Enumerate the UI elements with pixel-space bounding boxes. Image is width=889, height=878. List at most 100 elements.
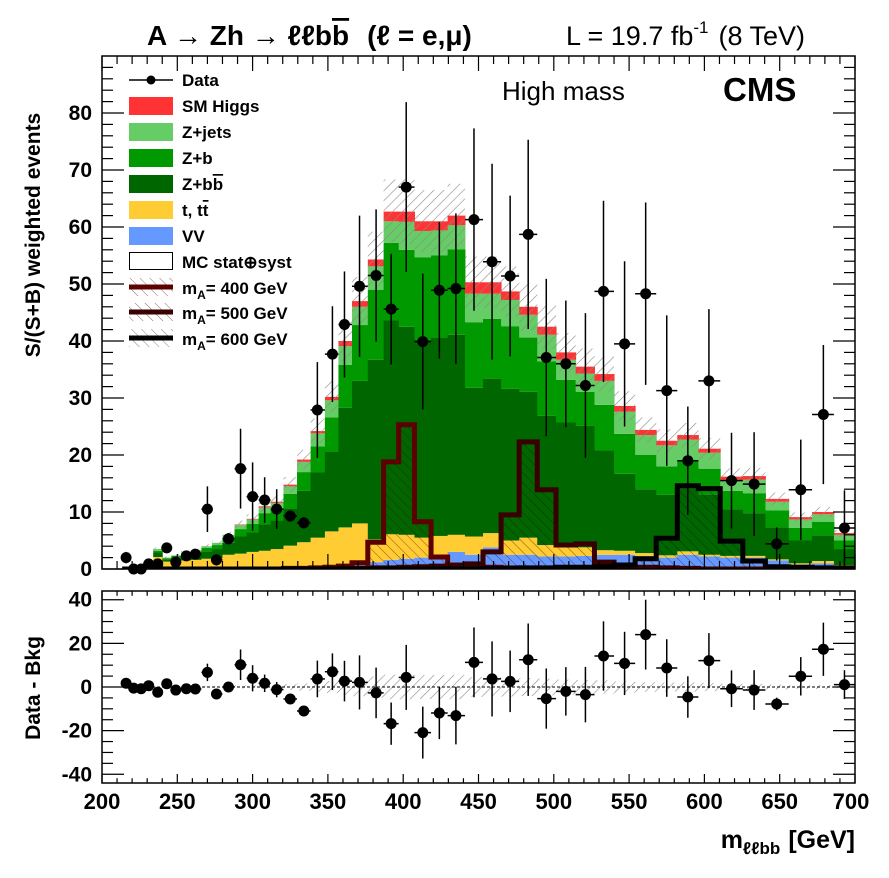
legend-item-mc-uncertainty: MC stat⊕syst (129, 252, 292, 272)
stack-bar-t-tt- (742, 555, 766, 558)
title-bbar: b (332, 20, 349, 51)
stack-bar-t-tt- (234, 553, 248, 568)
stack-bar-z-b (234, 529, 248, 537)
mc-uncertainty-bin (594, 356, 615, 392)
stack-bar-z-bb- (594, 450, 615, 551)
stack-bar-z-b (398, 249, 415, 327)
stack-bar-z-jets (765, 501, 790, 511)
legend-label: VV (182, 227, 205, 246)
data-point (560, 358, 572, 370)
stack-bar-z-bb- (270, 520, 284, 550)
stack-bar-z-bb- (153, 552, 163, 558)
stack-bar-z-b (464, 322, 484, 388)
ratio-point (703, 655, 715, 667)
legend-label: mA= 500 GeV (182, 304, 288, 327)
legend-label-main: t, t (182, 201, 203, 220)
stack-bar-z-bb- (246, 532, 260, 552)
lumi-tail: (8 TeV) (718, 21, 805, 51)
stack-bar-z-b (614, 433, 636, 474)
zb-swatch (129, 149, 173, 167)
data-point (522, 228, 534, 240)
stack-bar-t-tt- (635, 553, 657, 556)
ratio-point (223, 681, 235, 693)
mc-uncertainty-bin (383, 179, 399, 244)
legend-item-zb: Z+b (129, 149, 213, 168)
stack-bar-z-b (297, 472, 312, 491)
mc-uncertainty-bin (171, 554, 182, 557)
data-point (597, 285, 609, 297)
data-point (450, 283, 462, 295)
stack-bar-z-bb- (297, 490, 312, 543)
data-point (682, 455, 694, 467)
stack-bar-z-b (812, 521, 835, 536)
legend-item-signal-400: mA= 400 GeV (129, 278, 288, 302)
data-point (838, 522, 850, 534)
ratio-point (486, 673, 498, 685)
ratio-point (560, 685, 572, 697)
data-point (326, 348, 338, 360)
ratio-point (284, 693, 296, 705)
mc-uncertainty-bin (211, 540, 223, 546)
ratio-point (661, 662, 673, 674)
y-tick-label: 0 (80, 558, 92, 581)
ratio-point (417, 727, 429, 739)
stack-bar-z-b (153, 550, 163, 553)
stack-bar-z-bb- (635, 489, 657, 554)
top-y-axis-title: S/(S+B) weighted events (22, 113, 45, 357)
ratio-point (771, 698, 783, 710)
stack-bar-z-bb- (447, 334, 466, 535)
stack-bar-z-b (635, 455, 657, 490)
data-points (120, 102, 855, 575)
stack-bar-z-b (765, 510, 790, 528)
bottom-y-axis-title: Data - Bkg (22, 636, 45, 740)
stack-bar-z-bb- (614, 473, 636, 551)
legend-item-zbb: Z+bb (129, 175, 223, 194)
y-tick-label: 30 (69, 387, 92, 410)
legend-item-ttbar: t, tt (129, 201, 209, 220)
signal-fill-600 (122, 485, 855, 569)
stack-bar-z-bb- (162, 559, 172, 562)
legend-item-vv: VV (129, 227, 205, 246)
legend-label: t, tt (182, 201, 209, 220)
stack-bar-z-bb- (310, 472, 326, 538)
ratio-point (180, 683, 192, 695)
legend: Data SM Higgs Z+jets Z+b Z+bb t, tt VV (129, 71, 292, 353)
mc-uncertainty-bin (414, 190, 432, 253)
x-tick-label: 200 (84, 789, 121, 814)
stack-bar-t-tt- (351, 523, 369, 564)
data-point (385, 303, 397, 315)
y-tick-label: 60 (69, 216, 92, 239)
stack-bar-z-b (283, 493, 298, 509)
legend-label: MC stat⊕syst (182, 253, 292, 272)
stack-bar-z-jets (812, 514, 835, 522)
lumi-main: L = 19.7 fb (566, 21, 693, 51)
ratio-point (161, 678, 173, 690)
legend-item-zjets: Z+jets (129, 123, 232, 142)
stack-bar-z-b (338, 364, 353, 408)
data-point (400, 181, 412, 193)
stack-bar-z-bb- (367, 359, 385, 540)
zbb-swatch (129, 175, 173, 193)
sm-higgs-swatch (129, 97, 173, 115)
legend-label: Z+bb (182, 175, 223, 194)
legend-item-data: Data (129, 71, 219, 90)
stack-bar-t-tt- (310, 537, 326, 567)
stack-bar-t-tt- (283, 545, 298, 568)
stack-bar-z-b (162, 558, 172, 560)
data-point (189, 548, 201, 560)
ratio-point (433, 707, 445, 719)
mc-uncertainty-bin (635, 417, 657, 443)
mc-uncertainty-bin (283, 477, 298, 493)
ttbar-swatch (129, 201, 173, 219)
stack-bar-t-tt- (464, 536, 484, 555)
data-point (468, 214, 480, 226)
stack-bar-t-tt- (447, 534, 466, 552)
x-tick-label: 350 (310, 789, 347, 814)
stack-bar-z-bb- (222, 542, 236, 555)
stack-bar-t-tt- (222, 554, 236, 568)
ratio-y-tick-label: 40 (69, 589, 92, 612)
data-point (170, 556, 182, 568)
mc-uncertainty-bin (297, 449, 311, 470)
x-axis-title-main: m (721, 826, 743, 854)
